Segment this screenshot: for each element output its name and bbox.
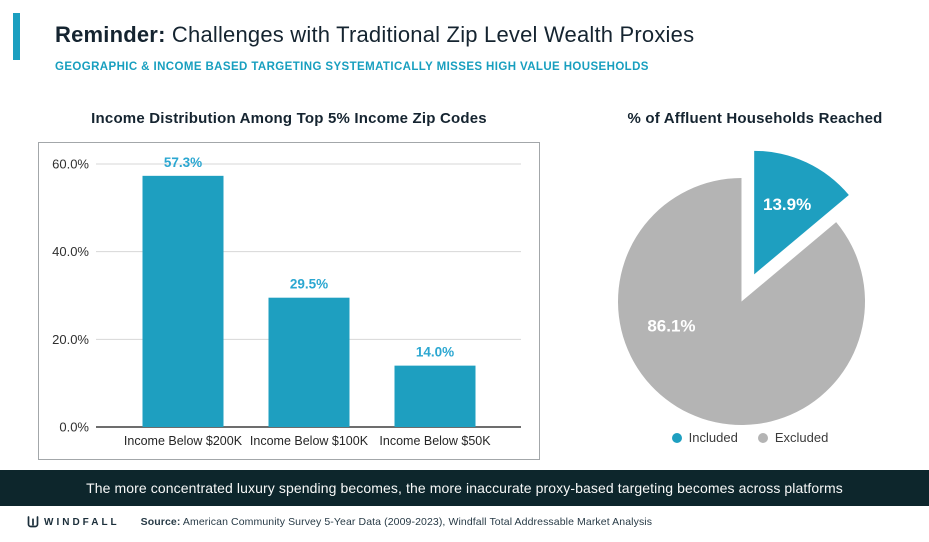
y-tick-label: 0.0% (59, 420, 89, 435)
pie-slice-label: 13.9% (763, 195, 811, 214)
pie-slice-included (754, 150, 849, 275)
pie-slice-excluded (618, 178, 865, 425)
pie-chart-title: % of Affluent Households Reached (627, 110, 883, 127)
source-text: American Community Survey 5-Year Data (2… (180, 516, 653, 528)
bar (394, 365, 476, 427)
windfall-logo: WINDFALL (27, 516, 120, 528)
y-tick-label: 60.0% (52, 157, 89, 172)
legend-label: Included (688, 430, 738, 445)
x-category-label: Income Below $100K (250, 434, 369, 448)
x-category-label: Income Below $50K (379, 434, 491, 448)
bar-value-label: 14.0% (416, 345, 454, 360)
source-line: Source: American Community Survey 5-Year… (141, 516, 652, 528)
bar-chart: 0.0% 20.0% 40.0% 60.0% 57.3% Income Below $20… (52, 155, 521, 448)
page-title-rest: Challenges with Traditional Zip Level We… (165, 22, 695, 47)
bar (268, 297, 350, 427)
legend-item-included: Included (671, 430, 738, 445)
pie-slice-label: 86.1% (647, 317, 695, 336)
takeaway-text: The more concentrated luxury spending be… (86, 480, 843, 496)
legend-dot-icon (671, 432, 682, 443)
legend-label: Excluded (774, 430, 829, 445)
y-tick-label: 20.0% (52, 332, 89, 347)
bar-chart-frame: 0.0% 20.0% 40.0% 60.0% 57.3% Income Below $20… (38, 142, 540, 460)
y-tick-label: 40.0% (52, 244, 89, 259)
title-accent-bar (13, 13, 20, 60)
source-label: Source: (140, 516, 181, 528)
windfall-logo-text: WINDFALL (44, 516, 120, 528)
footer: WINDFALL Source: American Community Surv… (27, 506, 652, 538)
page-title: Reminder: Challenges with Traditional Zi… (55, 22, 694, 48)
takeaway-banner: The more concentrated luxury spending be… (0, 470, 929, 506)
page-title-emphasis: Reminder: (55, 22, 166, 47)
legend-dot-icon (757, 432, 768, 443)
bar-value-label: 29.5% (290, 277, 328, 292)
pie-chart: 13.9% 86.1% (618, 150, 865, 425)
x-category-label: Income Below $200K (124, 434, 243, 448)
legend-item-excluded: Excluded (757, 430, 829, 445)
bar (142, 175, 224, 427)
windfall-logo-icon (27, 516, 39, 528)
bar-value-label: 57.3% (164, 155, 202, 170)
page-subtitle: GEOGRAPHIC & INCOME BASED TARGETING SYST… (55, 61, 649, 73)
pie-legend: Included Excluded (580, 430, 920, 445)
bar-chart-title: Income Distribution Among Top 5% Income … (91, 110, 487, 127)
